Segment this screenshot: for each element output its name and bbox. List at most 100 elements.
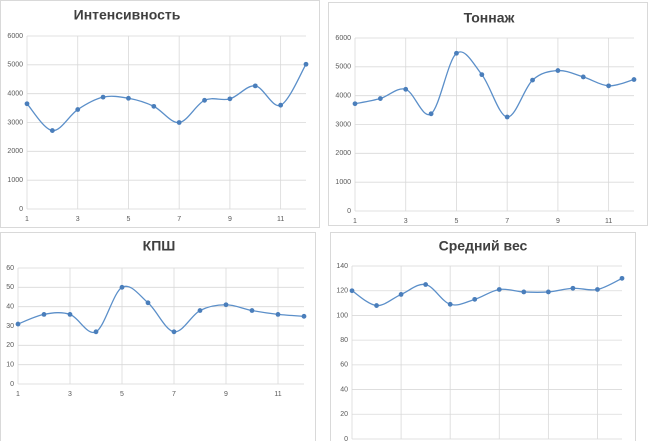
x-tick-label: 11 [274, 391, 281, 398]
marker [41, 312, 47, 317]
marker [423, 282, 429, 287]
marker [428, 111, 434, 117]
y-tick-label: 2000 [7, 148, 23, 155]
marker [479, 72, 485, 78]
chart-title: КПШ [143, 238, 176, 254]
marker [197, 308, 203, 313]
x-tick-label: 3 [68, 391, 72, 398]
marker [352, 101, 358, 107]
marker [100, 94, 106, 100]
y-tick-label: 140 [336, 263, 348, 270]
x-tick-label: 11 [605, 218, 612, 225]
y-tick-label: 20 [6, 342, 14, 349]
marker [555, 68, 561, 73]
y-tick-label: 40 [6, 304, 14, 311]
marker [595, 287, 600, 292]
marker [24, 101, 30, 107]
y-tick-label: 100 [336, 312, 348, 319]
y-tick-label: 2000 [335, 150, 351, 157]
marker [377, 96, 383, 101]
marker [119, 284, 125, 290]
x-tick-label: 11 [277, 216, 284, 223]
x-tick-label: 5 [455, 218, 459, 225]
marker [496, 287, 502, 292]
y-tick-label: 0 [10, 381, 14, 388]
marker [15, 321, 21, 327]
y-tick-label: 50 [6, 284, 14, 291]
marker [619, 275, 625, 281]
y-tick-label: 0 [19, 206, 23, 213]
marker [570, 285, 576, 291]
marker [349, 288, 355, 294]
x-tick-label: 5 [127, 216, 131, 223]
x-tick-label: 9 [556, 218, 560, 225]
y-tick-label: 1000 [7, 177, 23, 184]
marker [504, 114, 510, 120]
y-tick-label: 60 [6, 265, 14, 272]
panel [328, 2, 648, 226]
y-tick-label: 20 [340, 411, 348, 418]
marker [75, 107, 81, 112]
y-tick-label: 4000 [7, 91, 23, 98]
marker [447, 301, 453, 307]
y-tick-label: 1000 [335, 179, 351, 186]
marker [227, 96, 233, 102]
y-tick-label: 3000 [335, 121, 351, 128]
marker [252, 83, 258, 89]
marker [303, 61, 309, 67]
x-tick-label: 3 [76, 216, 80, 223]
x-tick-label: 1 [25, 216, 29, 223]
x-tick-label: 5 [120, 391, 124, 398]
marker [398, 292, 404, 297]
marker [171, 329, 177, 335]
marker [176, 120, 182, 125]
marker [145, 300, 151, 306]
marker [301, 313, 307, 319]
y-tick-label: 4000 [335, 93, 351, 100]
chart-title: Интенсивность [74, 7, 181, 23]
y-tick-label: 6000 [335, 35, 351, 42]
y-tick-label: 5000 [7, 62, 23, 69]
y-tick-label: 3000 [7, 119, 23, 126]
y-tick-label: 40 [340, 386, 348, 393]
marker [151, 103, 157, 109]
x-tick-label: 3 [404, 218, 408, 225]
marker [67, 312, 73, 317]
chart-title: Тоннаж [464, 10, 516, 26]
marker [49, 128, 55, 133]
panel [0, 232, 316, 441]
y-tick-label: 80 [340, 337, 348, 344]
marker [606, 83, 612, 89]
marker [275, 312, 281, 317]
y-tick-label: 5000 [335, 64, 351, 71]
chart-title: Средний вес [439, 238, 528, 254]
x-tick-label: 9 [228, 216, 232, 223]
marker [223, 302, 229, 308]
y-tick-label: 120 [336, 288, 348, 295]
marker [472, 296, 478, 302]
x-tick-label: 7 [505, 218, 509, 225]
marker [631, 77, 637, 82]
marker [530, 77, 535, 83]
x-tick-label: 1 [353, 218, 357, 225]
x-tick-label: 9 [224, 391, 228, 398]
y-tick-label: 60 [340, 362, 348, 369]
y-tick-label: 6000 [7, 33, 23, 40]
panel [330, 232, 636, 441]
marker [454, 50, 459, 56]
marker [126, 95, 131, 101]
marker [249, 308, 255, 313]
y-tick-label: 10 [6, 362, 14, 369]
marker [93, 329, 99, 335]
marker [403, 86, 409, 92]
y-tick-label: 0 [347, 208, 351, 215]
panel [0, 0, 320, 228]
x-tick-label: 7 [177, 216, 181, 223]
x-tick-label: 7 [172, 391, 176, 398]
marker [521, 289, 527, 295]
x-tick-label: 1 [16, 391, 20, 398]
marker [202, 97, 207, 103]
y-tick-label: 30 [6, 323, 14, 330]
